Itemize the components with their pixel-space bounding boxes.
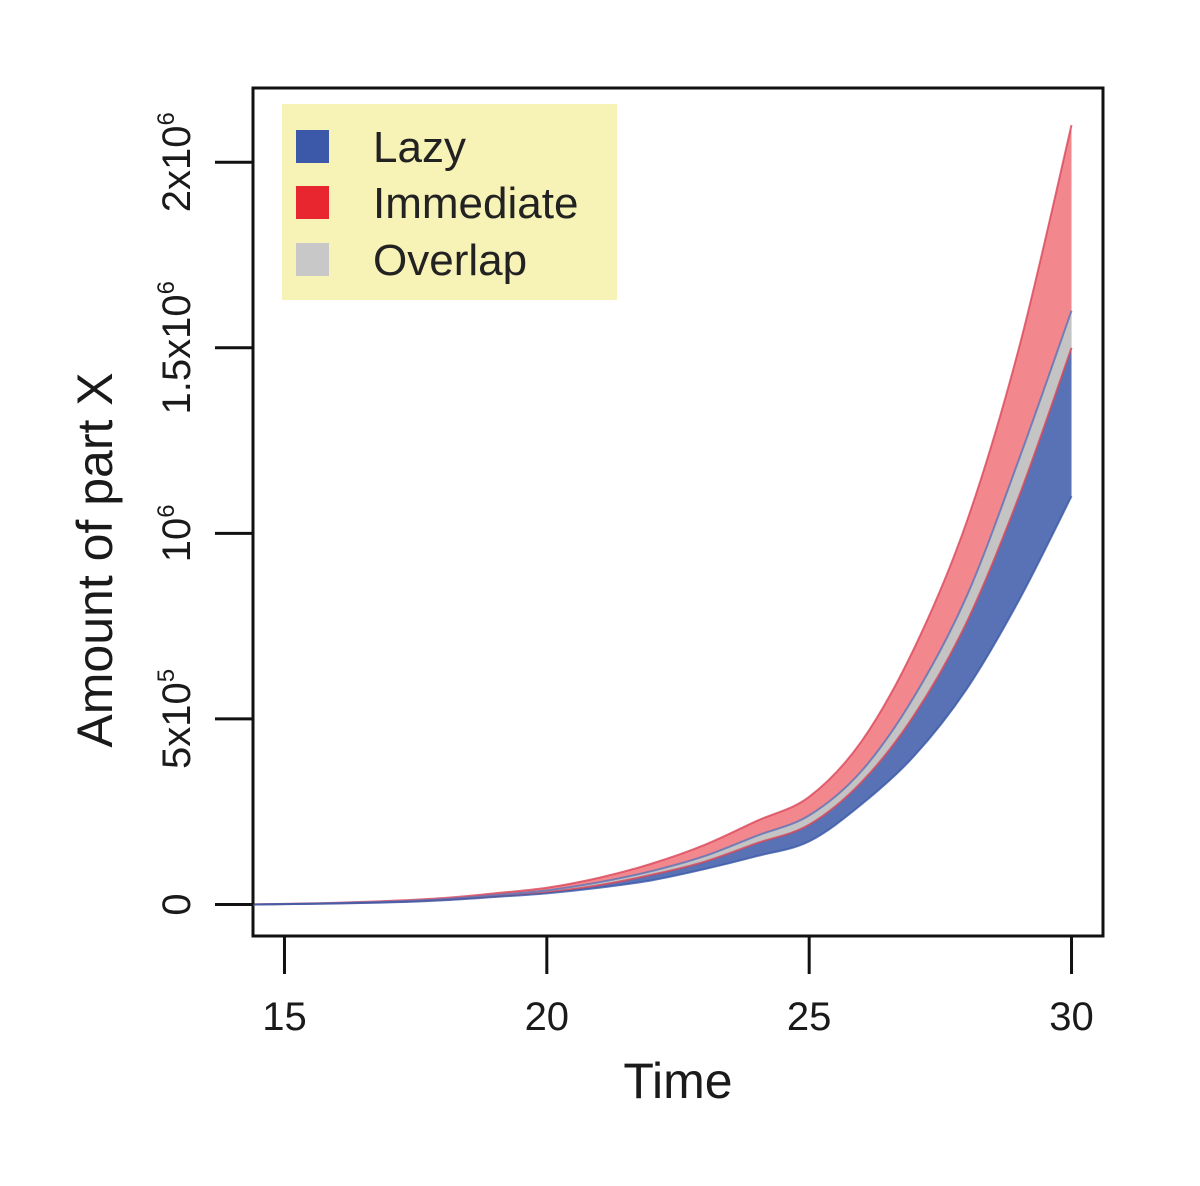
legend-item-overlap: Overlap	[296, 236, 527, 285]
x-tick-label: 25	[787, 995, 832, 1039]
legend: Lazy Immediate Overlap	[282, 104, 617, 300]
legend-box	[282, 104, 617, 300]
legend-item-immediate: Immediate	[296, 179, 578, 228]
series-edge-lazy-lower	[252, 495, 1073, 906]
series-bands	[252, 124, 1073, 906]
y-tick-label: 5x105	[153, 669, 199, 769]
y-tick-label: 0	[155, 893, 199, 915]
y-axis-title: Amount of part X	[67, 372, 123, 747]
y-tick-label: 2x106	[153, 112, 199, 212]
legend-item-lazy: Lazy	[296, 123, 466, 172]
legend-label-overlap: Overlap	[373, 236, 527, 285]
y-tick-label: 1.5x106	[153, 281, 199, 414]
x-axis-title: Time	[623, 1053, 732, 1109]
x-tick-label: 20	[525, 995, 570, 1039]
y-tick-label: 106	[153, 504, 199, 562]
legend-swatch-overlap	[296, 243, 329, 276]
legend-swatch-lazy	[296, 130, 329, 163]
x-axis-ticks: 15 20 25 30	[262, 934, 1094, 1039]
legend-swatch-immediate	[296, 186, 329, 219]
y-axis-ticks: 0 5x105 106 1.5x106 2x106	[153, 112, 255, 916]
x-tick-label: 15	[262, 995, 307, 1039]
x-tick-label: 30	[1049, 995, 1094, 1039]
legend-label-immediate: Immediate	[373, 179, 578, 228]
legend-label-lazy: Lazy	[373, 123, 466, 172]
